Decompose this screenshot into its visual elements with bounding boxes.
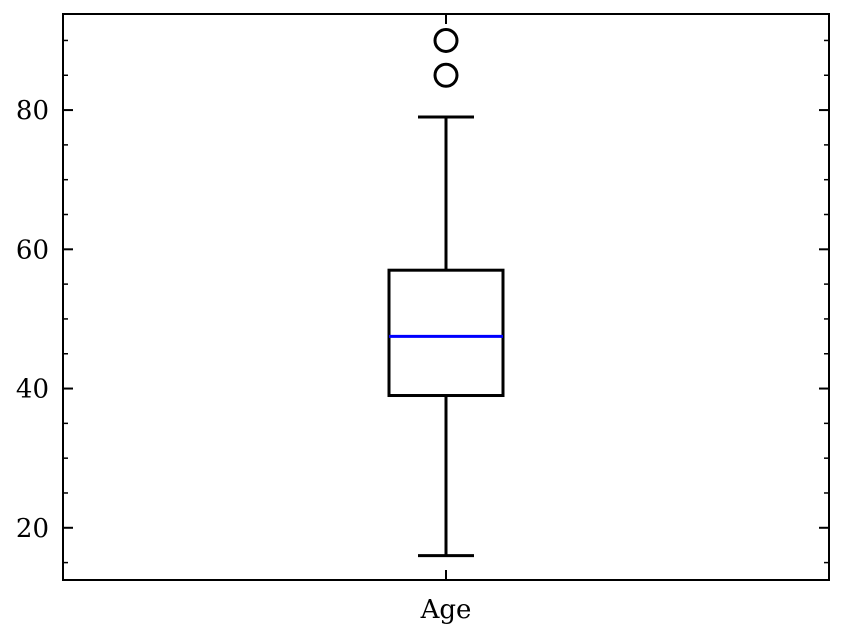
y-tick-label: 80: [16, 96, 49, 126]
y-tick-label: 20: [16, 514, 49, 544]
x-category-label: Age: [420, 595, 472, 625]
interquartile-box: [387, 268, 505, 398]
outlier-point: [433, 27, 459, 53]
box-layer: [387, 27, 505, 558]
ticks-layer: 20 40 60 80 Age: [16, 14, 829, 625]
plot-frame: [62, 13, 830, 581]
y-tick-label: 60: [16, 235, 49, 265]
y-tick-label: 40: [16, 375, 49, 405]
outlier-point: [433, 62, 459, 88]
